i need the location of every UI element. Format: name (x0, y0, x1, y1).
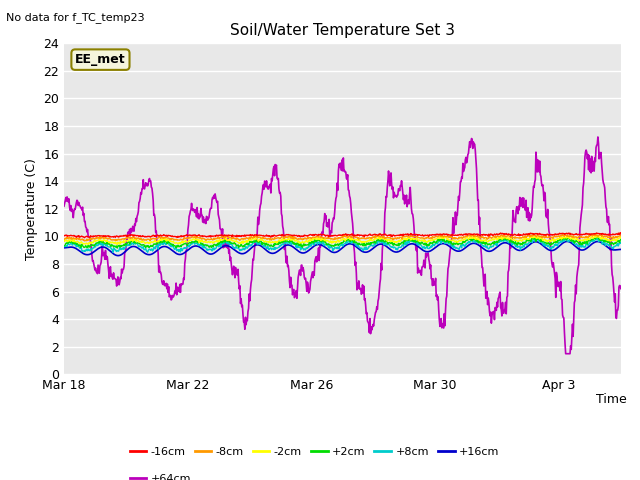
Title: Soil/Water Temperature Set 3: Soil/Water Temperature Set 3 (230, 23, 455, 38)
Text: No data for f_TC_temp23: No data for f_TC_temp23 (6, 12, 145, 23)
Legend: +64cm: +64cm (125, 469, 196, 480)
X-axis label: Time: Time (596, 393, 627, 406)
Y-axis label: Temperature (C): Temperature (C) (25, 158, 38, 260)
Text: EE_met: EE_met (75, 53, 126, 66)
